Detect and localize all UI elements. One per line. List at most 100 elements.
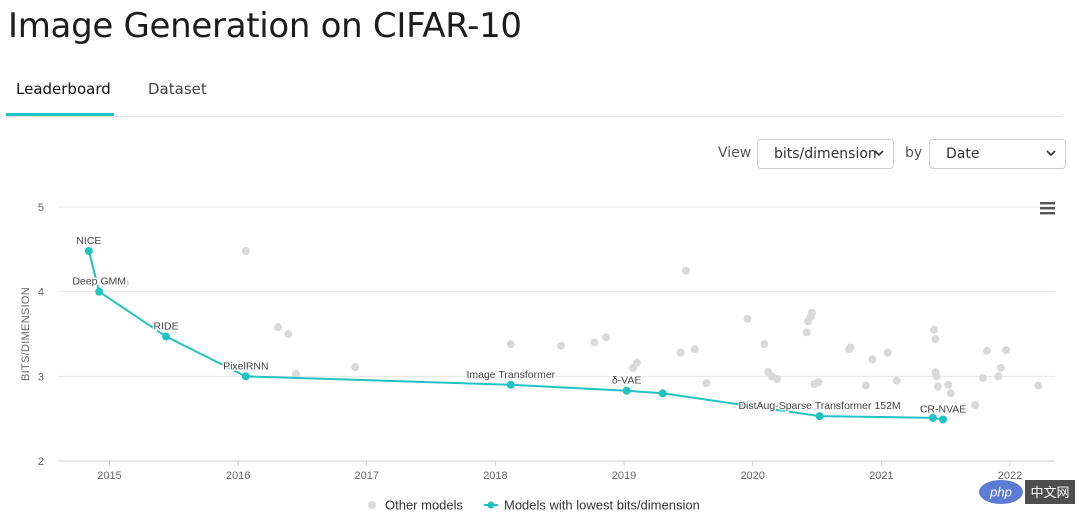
- sota-model-point: [658, 389, 667, 398]
- other-model-point: [932, 372, 941, 381]
- other-model-point: [807, 308, 816, 317]
- other-model-point: [931, 335, 940, 344]
- legend-sota-label[interactable]: Models with lowest bits/dimension: [504, 498, 700, 513]
- other-model-point: [557, 341, 566, 350]
- other-model-point: [506, 340, 515, 349]
- tab-leaderboard[interactable]: Leaderboard: [16, 80, 111, 98]
- other-model-point: [802, 328, 811, 337]
- sota-model-point: [939, 415, 948, 424]
- sota-point-label: δ-VAE: [612, 375, 642, 387]
- other-model-point: [681, 266, 690, 275]
- chevron-down-icon: [1046, 150, 1056, 157]
- sota-point-label: Image Transformer: [466, 369, 555, 381]
- sota-point-label: CR-NVAE: [920, 404, 966, 416]
- by-label: by: [905, 145, 923, 161]
- sota-point-labels: NICE Deep GMM RIDE PixelRNN Image Transforme…: [71, 234, 968, 417]
- sota-model-point: [95, 287, 104, 296]
- y-tick-label: 5: [38, 202, 44, 214]
- view-select-value: bits/dimension: [774, 146, 877, 162]
- y-axis-label: BITS/DIMENSION: [20, 287, 32, 381]
- sota-model-point: [162, 332, 171, 341]
- x-tick-label: 2016: [226, 470, 250, 482]
- other-model-point: [868, 355, 877, 364]
- sota-model-point: [506, 380, 515, 389]
- page-title: Image Generation on CIFAR-10: [8, 6, 522, 46]
- other-model-point: [1002, 346, 1011, 355]
- bits-per-dimension-chart: 2 3 4 5 2015 2016 2017 2018 2019 2020 2021 2022 BI…: [20, 202, 1075, 513]
- sort-select[interactable]: Date: [929, 139, 1066, 169]
- other-model-point: [892, 376, 901, 385]
- other-model-point: [1034, 381, 1043, 390]
- sota-model-point: [84, 247, 93, 256]
- other-model-point: [760, 340, 769, 349]
- x-tick-label: 2021: [869, 470, 893, 482]
- chart-menu-icon[interactable]: [1040, 202, 1055, 215]
- sota-model-point: [928, 413, 937, 422]
- view-select[interactable]: bits/dimension: [757, 139, 894, 169]
- other-model-point: [241, 247, 250, 256]
- chevron-down-icon: [874, 150, 884, 157]
- sota-point-label: DistAug-Sparse Transformer 152M: [738, 400, 900, 412]
- other-model-point: [944, 380, 953, 389]
- other-model-point: [994, 372, 1003, 381]
- other-model-point: [996, 363, 1005, 372]
- legend-sota-marker: [487, 501, 495, 509]
- sort-select-value: Date: [946, 146, 980, 162]
- chart-legend: Other models Models with lowest bits/dim…: [368, 498, 700, 513]
- sota-point-label: RIDE: [154, 321, 179, 333]
- chart-controls: View bits/dimension by Date: [0, 139, 1080, 171]
- other-model-point: [814, 378, 823, 387]
- other-model-point: [284, 330, 293, 338]
- other-model-point: [602, 333, 611, 342]
- other-model-point: [846, 343, 855, 352]
- sota-model-point: [241, 372, 250, 381]
- view-label: View: [718, 145, 752, 161]
- other-model-point: [351, 363, 360, 372]
- sota-model-point: [815, 412, 824, 421]
- tab-bar: Leaderboard Dataset: [6, 70, 1062, 117]
- other-model-point: [690, 345, 699, 354]
- legend-other-label[interactable]: Other models: [385, 498, 464, 513]
- x-axis-ticks: 2015 2016 2017 2018 2019 2020 2021 2022: [97, 461, 1022, 482]
- other-model-point: [883, 348, 892, 357]
- other-model-point: [590, 338, 599, 347]
- other-model-point: [702, 379, 711, 388]
- other-model-point: [946, 389, 955, 398]
- watermark-text: 中文网: [1030, 485, 1069, 500]
- sota-point-label: Deep GMM: [72, 276, 126, 288]
- other-model-point: [743, 314, 752, 323]
- x-tick-label: 2019: [612, 470, 636, 482]
- tab-dataset[interactable]: Dataset: [148, 80, 207, 98]
- watermark-logo: php: [989, 485, 1012, 500]
- y-tick-label: 2: [38, 456, 44, 468]
- x-tick-label: 2018: [483, 470, 507, 482]
- sota-models-points: [84, 247, 948, 424]
- other-model-point: [632, 358, 641, 367]
- other-model-point: [978, 374, 987, 383]
- watermark: php 中文网: [979, 480, 1075, 504]
- legend-other-marker: [368, 501, 376, 509]
- sota-point-label: NICE: [76, 235, 101, 247]
- other-model-point: [773, 374, 782, 383]
- y-tick-label: 3: [38, 371, 44, 383]
- other-model-point: [273, 323, 282, 332]
- chart-grid: [58, 206, 1055, 462]
- sota-point-label: PixelRNN: [223, 360, 269, 372]
- x-tick-label: 2020: [740, 470, 764, 482]
- other-model-point: [676, 348, 685, 357]
- other-model-point: [982, 346, 991, 355]
- x-tick-label: 2017: [355, 470, 379, 482]
- x-tick-label: 2022: [998, 470, 1022, 482]
- y-axis-ticks: 2 3 4 5: [38, 202, 44, 468]
- other-model-point: [930, 325, 939, 334]
- other-model-point: [120, 279, 129, 288]
- other-model-point: [933, 382, 942, 391]
- y-tick-label: 4: [38, 287, 44, 299]
- sota-model-point: [622, 386, 631, 395]
- other-model-point: [971, 401, 980, 410]
- other-models-points: [120, 247, 1043, 410]
- other-model-point: [291, 369, 300, 378]
- other-model-point: [861, 381, 870, 390]
- active-tab-indicator: [6, 113, 114, 116]
- sota-trend-line: [87, 250, 944, 421]
